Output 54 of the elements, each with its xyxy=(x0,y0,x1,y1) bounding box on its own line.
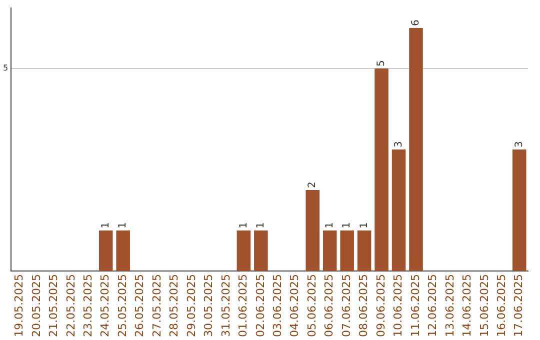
x-tick-label: 06.06.2025 xyxy=(322,274,336,338)
data-label: 1 xyxy=(324,222,336,229)
x-tick-label: 14.06.2025 xyxy=(460,274,474,338)
x-tick-label: 01.06.2025 xyxy=(236,274,250,338)
bar xyxy=(236,230,251,272)
x-tick-label: 30.05.2025 xyxy=(202,274,216,338)
x-tick-label: 10.06.2025 xyxy=(392,274,405,338)
bar xyxy=(512,150,526,272)
bar xyxy=(98,230,113,272)
data-label: 1 xyxy=(238,222,250,229)
x-tick-label: 31.05.2025 xyxy=(219,274,232,338)
x-tick-label: 09.06.2025 xyxy=(374,274,388,338)
data-label: 1 xyxy=(358,222,370,229)
data-label: 2 xyxy=(307,182,318,188)
x-tick-label: 26.05.2025 xyxy=(133,274,146,338)
data-label: 6 xyxy=(410,20,422,26)
x-tick-label: 04.06.2025 xyxy=(288,274,302,338)
x-tick-label: 02.06.2025 xyxy=(254,274,267,338)
x-tick-label: 29.05.2025 xyxy=(184,274,198,338)
data-label: 1 xyxy=(342,222,353,229)
x-tick-label: 16.06.2025 xyxy=(495,274,508,338)
x-tick-label: 05.06.2025 xyxy=(305,274,318,338)
x-tick-label: 22.05.2025 xyxy=(64,274,78,338)
bar xyxy=(409,28,423,272)
data-label: 3 xyxy=(393,141,404,148)
x-tick-label: 27.05.2025 xyxy=(150,274,164,338)
x-tick-label: 08.06.2025 xyxy=(357,274,370,338)
data-label: 1 xyxy=(100,222,112,229)
x-tick-label: 11.06.2025 xyxy=(408,274,422,338)
bar xyxy=(392,150,406,272)
x-tick-label: 21.05.2025 xyxy=(47,274,60,338)
data-label: 1 xyxy=(118,222,129,229)
x-tick-label: 28.05.2025 xyxy=(168,274,181,338)
x-tick-label: 23.05.2025 xyxy=(81,274,94,338)
x-tick-label: 19.05.2025 xyxy=(12,274,26,338)
x-tick-label: 07.06.2025 xyxy=(340,274,353,338)
data-label: 1 xyxy=(256,222,267,229)
x-tick-label: 03.06.2025 xyxy=(271,274,284,338)
x-tick-label: 15.06.2025 xyxy=(478,274,491,338)
x-tick-label: 25.05.2025 xyxy=(116,274,129,338)
data-label: 3 xyxy=(514,141,525,148)
bar xyxy=(374,68,388,272)
x-tick-label: 17.06.2025 xyxy=(512,274,526,338)
x-tick-label: 24.05.2025 xyxy=(98,274,112,338)
bar xyxy=(340,230,354,272)
data-label: 5 xyxy=(376,60,388,67)
bar xyxy=(357,230,372,272)
x-tick-label: 20.05.2025 xyxy=(30,274,43,338)
bar xyxy=(322,230,337,272)
x-tick-label: 12.06.2025 xyxy=(426,274,440,338)
bar xyxy=(116,230,130,272)
x-tick-label: 13.06.2025 xyxy=(443,274,456,338)
bar xyxy=(306,190,320,272)
bar xyxy=(254,230,268,272)
